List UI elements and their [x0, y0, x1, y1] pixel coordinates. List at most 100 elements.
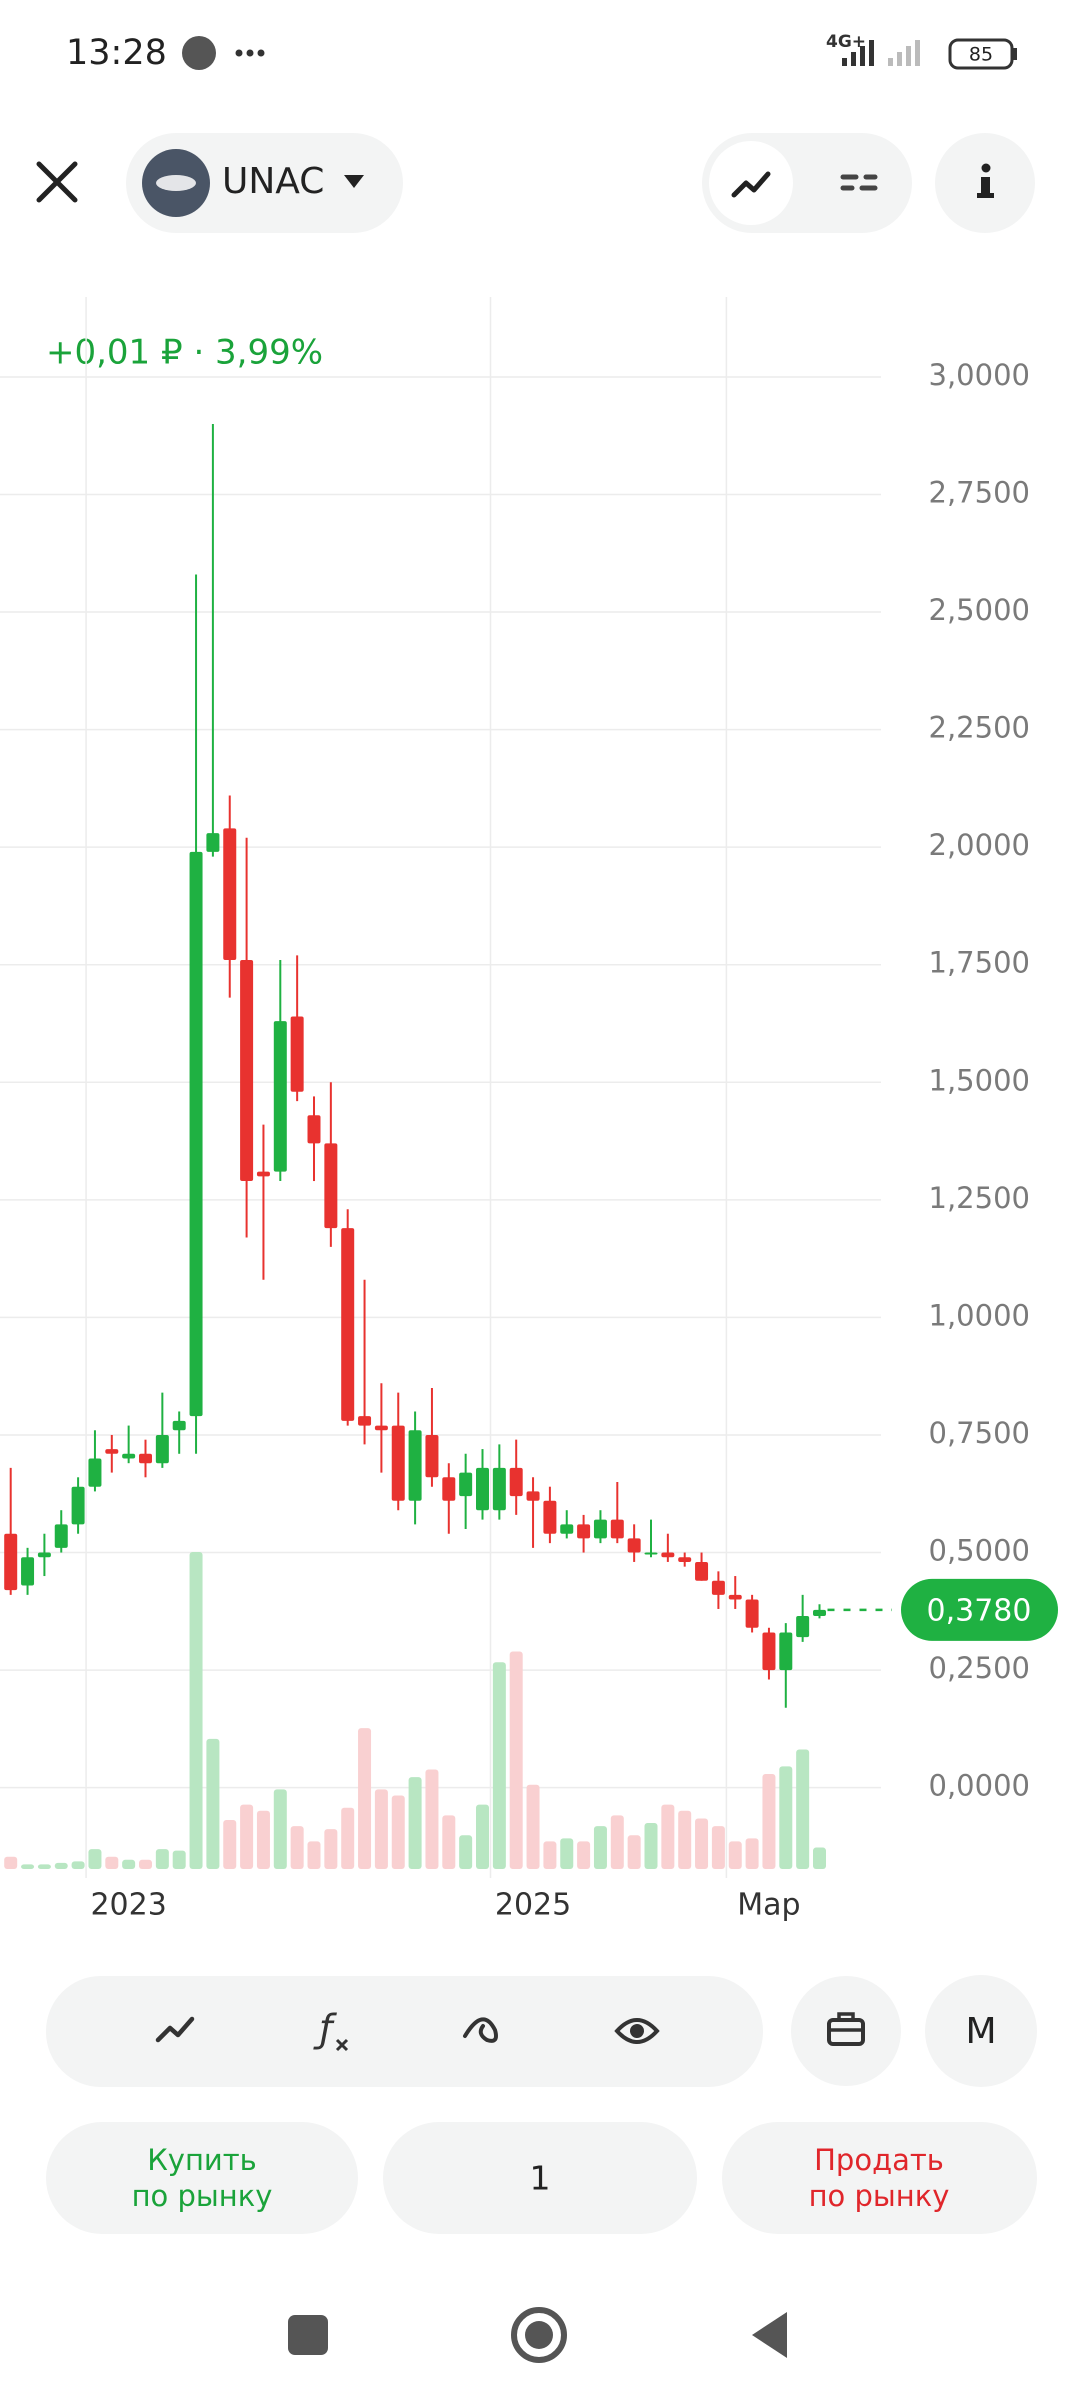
buy-button[interactable]	[46, 2122, 358, 2234]
sell-button[interactable]	[722, 2122, 1037, 2234]
volume-bar	[341, 1807, 355, 1869]
candle-body	[206, 833, 220, 852]
volume-bar	[728, 1841, 742, 1869]
line-chart-option[interactable]	[709, 141, 793, 225]
volume-bar	[543, 1841, 557, 1869]
y-tick-label: 0,2500	[929, 1651, 1030, 1685]
volume-bar	[577, 1841, 591, 1869]
volume-bar	[122, 1859, 136, 1869]
nav-home[interactable]	[511, 2307, 567, 2363]
volume-bar	[813, 1847, 826, 1869]
x-tick-label: 2023	[90, 1888, 166, 1923]
volume-bar	[21, 1864, 35, 1869]
candle-body	[813, 1609, 826, 1617]
volume-bar	[71, 1861, 85, 1869]
candle-body	[779, 1632, 793, 1671]
candle-body	[189, 851, 203, 1417]
volume-bar	[155, 1849, 169, 1869]
candle-body	[374, 1425, 388, 1431]
volume-bar	[408, 1777, 422, 1869]
quantity-field[interactable]	[383, 2122, 697, 2234]
candle-body	[240, 960, 254, 1182]
volume-bar	[374, 1789, 388, 1869]
y-tick-label: 0,0000	[929, 1769, 1030, 1803]
volume-bar	[509, 1651, 523, 1869]
candle-body	[577, 1524, 591, 1539]
candle-body	[593, 1519, 607, 1539]
y-tick-label: 3,0000	[929, 358, 1030, 392]
drawing-tool[interactable]	[463, 2017, 498, 2043]
candle-body	[678, 1557, 692, 1562]
period-button[interactable]	[925, 1975, 1037, 2087]
candle-body	[442, 1477, 456, 1501]
volume-bar	[796, 1749, 810, 1869]
volume-bar	[256, 1810, 270, 1869]
y-tick-label: 2,7500	[929, 476, 1030, 510]
volume-bar	[54, 1862, 68, 1869]
volume-bar	[459, 1835, 473, 1869]
candle-body	[71, 1486, 85, 1525]
candle-body	[560, 1524, 574, 1534]
volume-bar	[391, 1795, 405, 1869]
y-tick-label: 1,5000	[929, 1063, 1030, 1097]
y-tick-label: 1,0000	[929, 1298, 1030, 1332]
y-tick-label: 1,7500	[929, 946, 1030, 980]
line-chart-icon	[731, 171, 771, 198]
volume-bar	[240, 1804, 254, 1869]
volume-bar	[779, 1766, 793, 1869]
candle-body	[155, 1434, 169, 1464]
candle-body	[358, 1416, 372, 1426]
x-tick-label: 2025	[495, 1888, 571, 1923]
volume-bar	[358, 1728, 372, 1869]
volume-bar	[105, 1856, 119, 1869]
price-change: +0,01 ₽ · 3,99%	[46, 333, 323, 373]
candle-body	[223, 828, 237, 961]
candle-body	[122, 1453, 136, 1459]
candle-body	[425, 1434, 439, 1478]
indicator-line-tool[interactable]	[155, 2016, 195, 2043]
candle-body	[139, 1453, 152, 1464]
nav-back[interactable]	[752, 2312, 787, 2358]
signal-2	[888, 40, 920, 66]
signal-1	[842, 40, 874, 66]
volume-bar	[627, 1835, 641, 1869]
volume-bar	[139, 1859, 152, 1869]
volume-bar	[223, 1819, 237, 1869]
volume-bar	[324, 1829, 338, 1869]
notification-icon	[182, 36, 216, 70]
volume-bar	[425, 1769, 439, 1869]
candle-body	[459, 1472, 473, 1497]
nav-home-dot	[525, 2321, 553, 2349]
volume-bar	[678, 1810, 692, 1869]
status-time: 13:28	[66, 33, 167, 73]
volume-bar	[593, 1826, 607, 1869]
volume-bar	[476, 1804, 489, 1869]
close-button[interactable]	[36, 161, 78, 203]
nav-recents[interactable]	[288, 2315, 328, 2355]
candle-body	[644, 1552, 658, 1555]
info-icon	[977, 163, 994, 198]
tools-bar	[46, 1976, 763, 2087]
candle-body	[762, 1632, 776, 1671]
y-tick-label: 2,5000	[929, 593, 1030, 627]
portfolio-icon-handle	[829, 2012, 863, 2032]
candle-body	[728, 1594, 742, 1600]
candle-body	[492, 1467, 506, 1511]
candle-body	[37, 1552, 51, 1558]
visibility-tool[interactable]	[614, 2018, 660, 2044]
candle-body	[105, 1449, 119, 1454]
candle-body	[408, 1430, 422, 1501]
candle-body	[307, 1115, 321, 1144]
volume-bar	[290, 1826, 304, 1869]
candle-body	[509, 1467, 523, 1497]
candle-chart-option[interactable]	[840, 174, 878, 191]
candle-body	[341, 1228, 355, 1421]
last-price-label: 0,3780	[927, 1593, 1032, 1628]
volume-bar	[88, 1849, 102, 1869]
volume-bar	[189, 1552, 203, 1869]
candle-body	[88, 1458, 102, 1487]
chart: 0,0000 0,2500 0,5000 0,7500 1,0000 1,2500 1,50…	[0, 297, 1058, 1923]
candle-body	[476, 1467, 489, 1511]
